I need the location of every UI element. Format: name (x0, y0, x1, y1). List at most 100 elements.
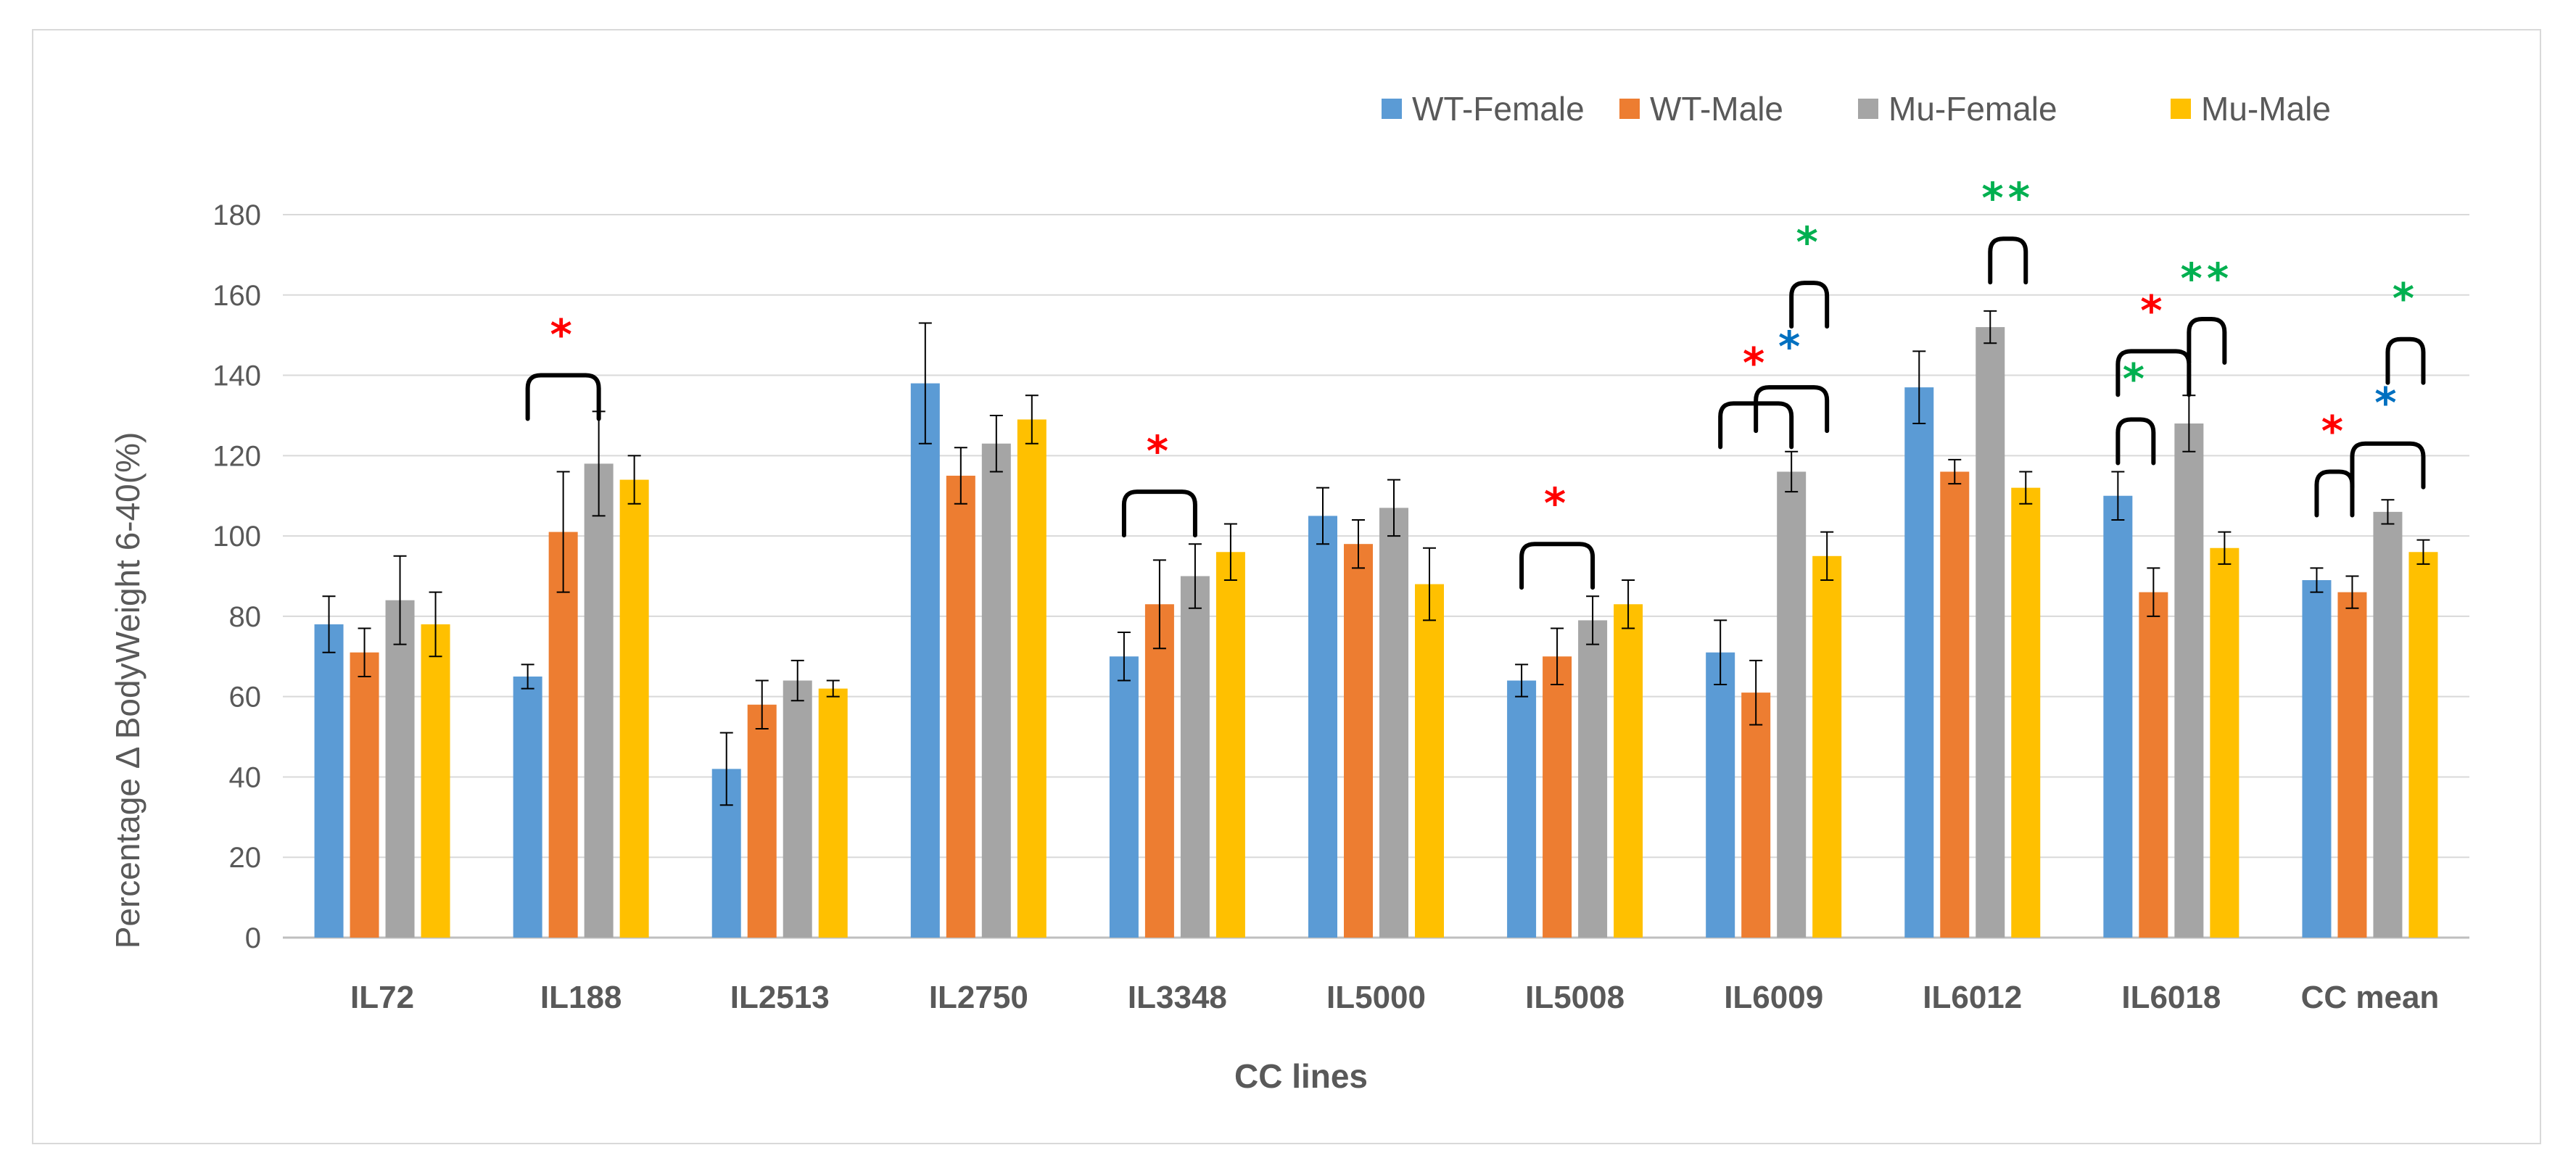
error-bars (322, 310, 2430, 806)
legend-item: Mu-Male (2171, 90, 2331, 128)
bar-wt-female-il6012 (1904, 387, 1934, 938)
legend-swatch (1619, 99, 1640, 119)
error-bar (1551, 627, 1564, 686)
significance-bracket: * (1519, 479, 1595, 590)
axis-labels: 0 20 40 60 80 100 120 140 160 180 IL72 IL188 IL2513 I… (212, 199, 2439, 1015)
significance-bracket: * (1121, 426, 1197, 538)
error-bar (1785, 450, 1799, 493)
significance-star: * (2393, 274, 2419, 323)
bar-wt-female-il5008 (1507, 680, 1537, 938)
bar-wt-female-cc-mean (2302, 580, 2332, 938)
y-tick-label: 20 (229, 842, 262, 874)
bar-mu-female-il188 (584, 463, 614, 938)
bar-mu-male-il3348 (1215, 552, 1245, 938)
legend-item: Mu-Female (1858, 90, 2057, 128)
significance-star: ** (1981, 173, 2034, 223)
bar-wt-female-il2750 (910, 383, 940, 938)
x-tick-label: IL72 (350, 980, 414, 1015)
error-bar (1223, 523, 1237, 582)
significance-bracket: * (2314, 406, 2355, 518)
error-bar (2218, 531, 2232, 565)
significance-bracket: * (2115, 354, 2156, 466)
significance-star: * (1743, 338, 1769, 387)
significance-bracket: ** (2181, 254, 2234, 365)
bar-mu-male-il72 (421, 624, 450, 938)
bar-wt-male-il2513 (747, 704, 777, 938)
x-tick-label: IL2750 (929, 980, 1028, 1015)
legend-label: WT-Male (1650, 90, 1783, 128)
bar-mu-female-il2750 (981, 443, 1011, 938)
significance-bracket: * (2350, 379, 2426, 489)
bar-wt-female-il72 (314, 624, 344, 938)
bar-mu-male-il5008 (1614, 604, 1643, 938)
bar-wt-male-il6009 (1741, 693, 1771, 938)
significance-star: * (2140, 286, 2166, 335)
legend: WT-Female WT-Male Mu-Female Mu-Male (1382, 90, 2331, 128)
bar-mu-female-il2513 (783, 680, 812, 938)
x-axis-title: CC lines (1234, 1057, 1368, 1095)
x-tick-label: IL5008 (1525, 980, 1625, 1015)
error-bar (1714, 619, 1727, 686)
error-bar (1515, 664, 1529, 698)
bar-wt-male-il188 (548, 532, 578, 938)
bar-mu-female-il72 (385, 600, 415, 938)
significance-bracket: * (1789, 218, 1830, 329)
legend-swatch (2171, 99, 2191, 119)
error-bar (1316, 487, 1329, 545)
error-bar (989, 414, 1003, 473)
significance-star: * (2374, 379, 2400, 428)
error-bar (393, 555, 407, 645)
bar-wt-male-il3348 (1144, 604, 1174, 938)
significance-star: * (1147, 426, 1173, 476)
y-tick-label: 80 (229, 601, 262, 633)
y-tick-label: 40 (229, 761, 262, 793)
legend-item: WT-Male (1619, 90, 1783, 128)
error-bar (556, 471, 570, 593)
error-bar (627, 455, 641, 505)
y-tick-label: 120 (212, 440, 261, 472)
significance-bracket: ** (1981, 173, 2034, 285)
bars (314, 327, 2438, 938)
significance-annotations: **** *********** (525, 173, 2426, 590)
error-bar (521, 664, 534, 690)
significance-bracket: * (525, 310, 601, 421)
error-bar (2019, 471, 2033, 505)
error-bar (1352, 518, 1365, 569)
bar-mu-female-il6009 (1777, 471, 1807, 938)
x-tick-label: CC mean (2301, 980, 2440, 1015)
significance-star: * (1544, 479, 1570, 528)
bar-wt-female-il188 (513, 676, 542, 938)
legend-label: Mu-Female (1888, 90, 2057, 128)
error-bar (2310, 567, 2324, 593)
bar-wt-male-il5000 (1344, 544, 1373, 938)
error-bar (1423, 547, 1436, 621)
significance-star: ** (2181, 254, 2234, 303)
error-bar (1948, 458, 1962, 485)
error-bar (2345, 575, 2359, 609)
y-tick-label: 100 (212, 521, 261, 553)
bar-mu-male-il2750 (1017, 419, 1046, 938)
x-tick-label: IL2513 (730, 980, 830, 1015)
bar-mu-female-il3348 (1180, 576, 1210, 938)
y-tick-label: 160 (212, 280, 261, 312)
bar-mu-female-il5000 (1379, 508, 1408, 938)
error-bar (1586, 595, 1600, 645)
bar-wt-female-il3348 (1109, 656, 1139, 938)
error-bar (2416, 539, 2430, 565)
error-bar (1387, 479, 1400, 537)
legend-label: WT-Female (1412, 90, 1585, 128)
error-bar (358, 627, 371, 677)
significance-star: * (1778, 322, 1804, 371)
significance-star: * (2321, 406, 2348, 455)
x-tick-label: IL6012 (1923, 980, 2022, 1015)
bar-mu-male-il6012 (2011, 487, 2041, 938)
legend-swatch (1382, 99, 1402, 119)
bar-mu-male-il6018 (2210, 547, 2239, 938)
error-bar (918, 322, 932, 445)
error-bar (429, 591, 442, 658)
error-bar (1188, 543, 1202, 609)
bar-mu-male-cc-mean (2408, 552, 2438, 938)
bar-mu-male-il188 (619, 479, 649, 938)
bar-mu-female-il5008 (1578, 620, 1608, 938)
